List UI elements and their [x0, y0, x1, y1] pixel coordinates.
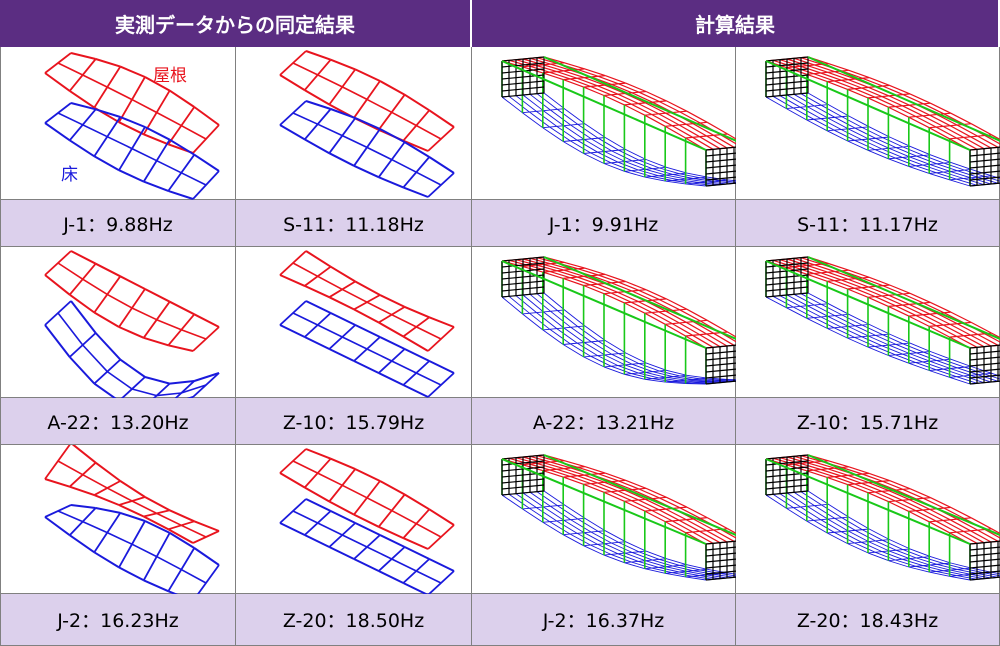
- calculated-mode-s11-image: [736, 47, 1000, 200]
- building-model: [501, 256, 736, 385]
- calculated-label-z10: Z-10：15.71Hz: [736, 398, 1000, 445]
- measured-mode-s11-wireframe: [279, 50, 455, 198]
- floor-mesh: [44, 504, 220, 594]
- measured-header: 実測データからの同定結果: [0, 0, 472, 47]
- measured-mode-j1-wireframe: [44, 52, 220, 200]
- measured-label-j2: J-2：16.23Hz: [0, 594, 236, 646]
- floor-mesh: [279, 100, 455, 198]
- calculated-mode-j1-model: [501, 56, 736, 187]
- measured-mode-a22-image: [0, 247, 236, 398]
- floor-mesh: [44, 102, 220, 200]
- measured-mode-j2-wireframe: [44, 445, 220, 594]
- roof-mesh: [44, 52, 220, 154]
- measured-label-a22: A-22：13.20Hz: [0, 398, 236, 445]
- building-model: [501, 56, 736, 187]
- measured-mode-z20-image: [236, 445, 472, 594]
- calculated-mode-z10-model: [765, 256, 1000, 385]
- building-model: [765, 56, 1000, 187]
- measured-mode-a22-wireframe: [44, 250, 220, 398]
- measured-mode-z10-wireframe: [279, 250, 455, 398]
- floor-mesh: [279, 498, 455, 594]
- floor-mesh: [279, 300, 455, 398]
- roof-mesh: [279, 250, 455, 352]
- measured-mode-j2-image: [0, 445, 236, 594]
- floor-label: 床: [61, 165, 78, 185]
- calculated-mode-z10-image: [736, 247, 1000, 398]
- calculated-label-s11: S-11：11.17Hz: [736, 200, 1000, 247]
- measured-mode-z20-wireframe: [279, 448, 455, 594]
- calculated-label-j2: J-2：16.37Hz: [472, 594, 736, 646]
- calculated-label-a22: A-22：13.21Hz: [472, 398, 736, 445]
- floor-mesh: [44, 300, 220, 398]
- calculated-mode-z20-model: [765, 454, 1000, 581]
- building-model: [765, 454, 1000, 581]
- roof-mesh: [44, 445, 220, 544]
- calculated-header: 計算結果: [472, 0, 1000, 47]
- building-model: [765, 256, 1000, 385]
- calculated-mode-a22-image: [472, 247, 736, 398]
- measured-label-z20: Z-20：18.50Hz: [236, 594, 472, 646]
- roof-mesh: [279, 448, 455, 550]
- roof-mesh: [44, 250, 220, 352]
- measured-mode-j1-image: 屋根 床: [0, 47, 236, 200]
- calculated-label-z20: Z-20：18.43Hz: [736, 594, 1000, 646]
- roof-label: 屋根: [153, 66, 187, 86]
- calculated-mode-s11-model: [765, 56, 1000, 187]
- measured-label-s11: S-11：11.18Hz: [236, 200, 472, 247]
- calculated-mode-z20-image: [736, 445, 1000, 594]
- calculated-label-j1: J-1：9.91Hz: [472, 200, 736, 247]
- calculated-mode-a22-model: [501, 256, 736, 385]
- calculated-mode-j1-image: [472, 47, 736, 200]
- measured-label-j1: J-1：9.88Hz: [0, 200, 236, 247]
- measured-label-z10: Z-10：15.79Hz: [236, 398, 472, 445]
- building-model: [501, 454, 736, 581]
- measured-mode-s11-image: [236, 47, 472, 200]
- measured-mode-z10-image: [236, 247, 472, 398]
- calculated-mode-j2-model: [501, 454, 736, 581]
- calculated-mode-j2-image: [472, 445, 736, 594]
